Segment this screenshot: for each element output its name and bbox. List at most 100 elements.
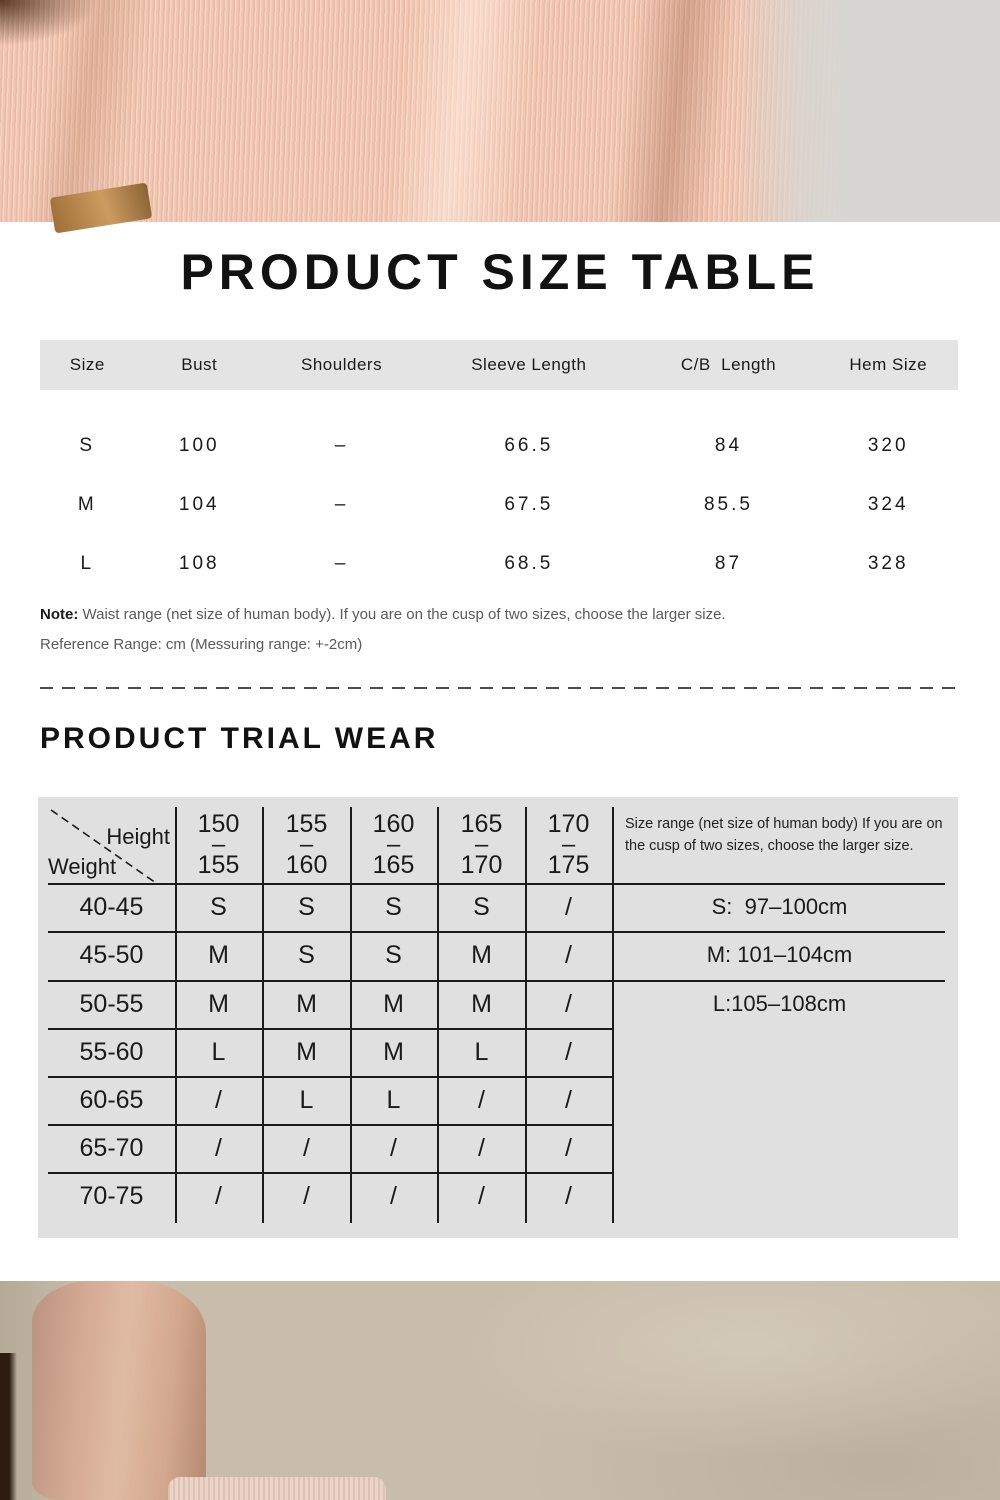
height-bottom: 165 <box>372 850 415 879</box>
page-title: PRODUCT SIZE TABLE <box>180 244 820 300</box>
weight-range-label: 40-45 <box>79 892 144 921</box>
trial-cell: M <box>471 989 492 1018</box>
size-cell: 66.5 <box>504 434 554 456</box>
trial-cell: L <box>299 1085 314 1114</box>
trial-cell: M <box>383 989 404 1018</box>
trial-cell: / <box>565 940 572 969</box>
size-row-s: S 100 – 66.5 84 320 <box>40 416 958 475</box>
size-cell: 108 <box>178 552 220 574</box>
belt <box>49 182 153 234</box>
size-cell: – <box>334 434 349 456</box>
size-cell: L <box>80 552 95 574</box>
range-dash: – <box>211 831 226 859</box>
corner-weight-label: Weight <box>48 854 117 879</box>
height-range-header: 165 – 170 <box>438 807 525 883</box>
size-cell: 328 <box>867 552 909 574</box>
size-cell: 68.5 <box>504 552 554 574</box>
size-row-l: L 108 – 68.5 87 328 <box>40 534 958 593</box>
trial-cell: / <box>390 1181 397 1210</box>
weight-range-label: 70-75 <box>79 1181 144 1210</box>
trial-cell: S <box>385 940 402 969</box>
height-range-header: 160 – 165 <box>350 807 437 883</box>
column-header-hem-size: Hem Size <box>818 340 958 390</box>
grid-line-horizontal <box>48 931 945 933</box>
trial-cell: M <box>471 940 492 969</box>
trial-wear-table: Height Weight 150 – 155 155 – 160 160 – … <box>38 797 958 1238</box>
height-bottom: 175 <box>547 850 590 879</box>
range-dash: – <box>561 831 576 859</box>
corner-height-label: Height <box>106 824 170 849</box>
weight-range-label: 50-55 <box>79 989 144 1018</box>
grid-line-vertical <box>437 807 439 1223</box>
trial-cell: M <box>208 989 229 1018</box>
model-leg <box>32 1281 206 1500</box>
height-range-header: 150 – 155 <box>175 807 262 883</box>
size-cell: 87 <box>714 552 743 574</box>
trial-cell: / <box>478 1085 485 1114</box>
trial-cell: M <box>383 1037 404 1066</box>
trial-cell: / <box>215 1133 222 1162</box>
corner-diagonal-line <box>50 809 157 884</box>
column-header-shoulders: Shoulders <box>263 340 420 390</box>
height-top: 155 <box>285 810 328 839</box>
product-photo-bottom <box>0 1281 1000 1500</box>
grid-line-vertical <box>525 807 527 1223</box>
size-range-note: Size range (net size of human body) If y… <box>625 816 943 854</box>
note-text: Waist range (net size of human body). If… <box>78 606 726 623</box>
size-cell: – <box>334 552 349 574</box>
grid-line-vertical <box>175 807 177 1223</box>
range-dash: – <box>299 831 314 859</box>
height-top: 170 <box>547 810 590 839</box>
grid-line-horizontal <box>48 883 945 885</box>
trial-cell: L <box>211 1037 226 1066</box>
range-dash: – <box>474 831 489 859</box>
trial-cell: / <box>565 989 572 1018</box>
size-table: Size Bust Shoulders Sleeve Length C/B Le… <box>40 340 958 593</box>
trial-cell: / <box>478 1133 485 1162</box>
trial-cell: S <box>298 940 315 969</box>
height-range-header: 155 – 160 <box>263 807 350 883</box>
weight-range-label: 55-60 <box>79 1037 144 1066</box>
grid-line-horizontal <box>48 980 945 982</box>
trial-cell: M <box>296 989 317 1018</box>
trial-cell: / <box>215 1085 222 1114</box>
size-range-value-s: S: 97–100cm <box>711 894 848 919</box>
trial-cell: / <box>565 1181 572 1210</box>
column-header-sleeve-length: Sleeve Length <box>419 340 639 390</box>
grid-line-horizontal <box>48 1172 614 1174</box>
trial-cell: / <box>565 1037 572 1066</box>
height-bottom: 170 <box>460 850 503 879</box>
height-top: 150 <box>197 810 240 839</box>
height-bottom: 160 <box>285 850 328 879</box>
trial-cell: / <box>303 1181 310 1210</box>
size-cell: 84 <box>714 434 743 456</box>
trial-cell: / <box>565 1085 572 1114</box>
spacer-row <box>40 390 958 416</box>
trial-wear-title: PRODUCT TRIAL WEAR <box>40 722 439 755</box>
note-label: Note: <box>40 606 79 623</box>
trial-cell: S <box>385 892 402 921</box>
size-cell: 320 <box>867 434 909 456</box>
size-table-header-row: Size Bust Shoulders Sleeve Length C/B Le… <box>40 340 958 390</box>
size-cell: 324 <box>867 493 909 515</box>
column-header-size: Size <box>40 340 135 390</box>
stocking-top <box>168 1477 386 1500</box>
column-header-cb-length: C/B Length <box>638 340 819 390</box>
dark-furniture-edge <box>0 1353 17 1500</box>
range-dash: – <box>386 831 401 859</box>
size-row-m: M 104 – 67.5 85.5 324 <box>40 475 958 534</box>
size-range-value-l: L:105–108cm <box>712 991 847 1016</box>
size-cell: 100 <box>178 434 220 456</box>
reference-note: Reference Range: cm (Messuring range: +-… <box>40 635 363 653</box>
size-range-value-m: M: 101–104cm <box>706 942 853 967</box>
size-cell: 67.5 <box>504 493 554 515</box>
grid-line-horizontal <box>48 1028 614 1030</box>
product-photo-top <box>0 0 1000 234</box>
trial-cell: S <box>210 892 227 921</box>
size-cell: S <box>79 434 96 456</box>
trial-cell: / <box>478 1181 485 1210</box>
trial-cell: / <box>565 892 572 921</box>
size-cell: – <box>334 493 349 515</box>
note-line: Note: Waist range (net size of human bod… <box>40 606 930 625</box>
